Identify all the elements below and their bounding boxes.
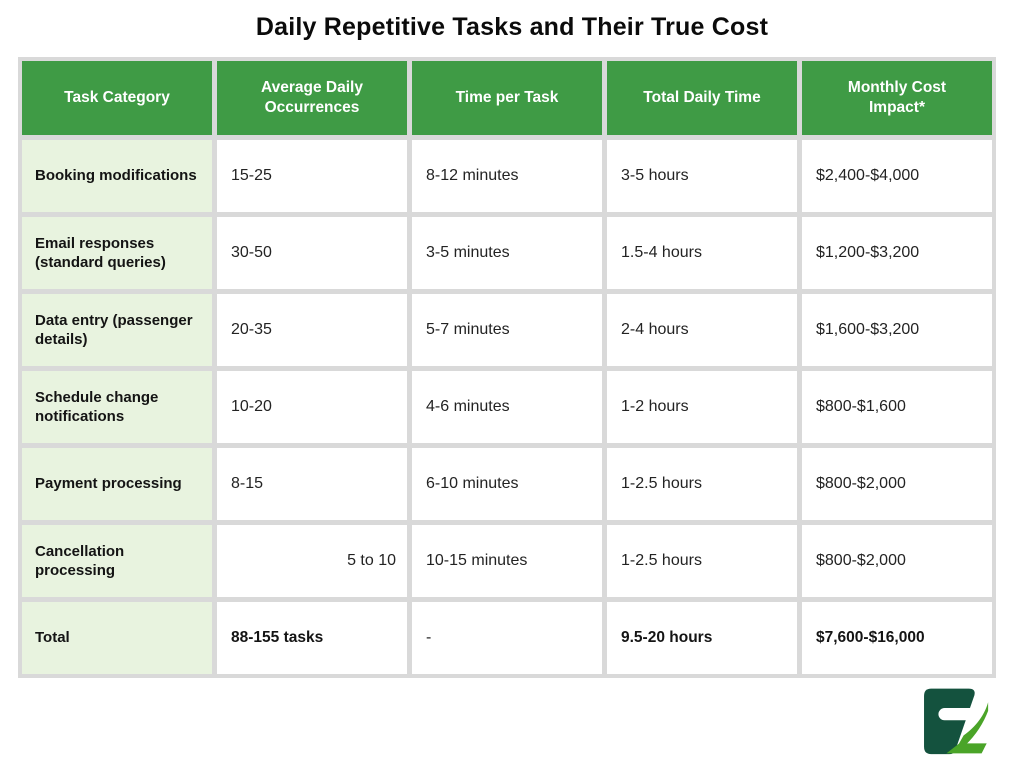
table-cell: 3-5 hours bbox=[607, 140, 797, 212]
total-daily-time: 9.5-20 hours bbox=[607, 602, 797, 674]
table-cell: 4-6 minutes bbox=[412, 371, 602, 443]
table-cell: $800-$2,000 bbox=[802, 448, 992, 520]
logo-f-slot bbox=[938, 708, 976, 721]
table-cell: 6-10 minutes bbox=[412, 448, 602, 520]
table-cell: 1-2.5 hours bbox=[607, 448, 797, 520]
header-cell-total-daily-time: Total Daily Time bbox=[607, 61, 797, 135]
logo-f-shape bbox=[924, 688, 975, 755]
cost-table: Task Category Average Daily Occurrences … bbox=[18, 57, 996, 678]
page-title: Daily Repetitive Tasks and Their True Co… bbox=[255, 13, 769, 41]
header-cell-task-category: Task Category bbox=[22, 61, 212, 135]
logo-z-bar bbox=[946, 743, 987, 754]
total-monthly-cost: $7,600-$16,000 bbox=[802, 602, 992, 674]
table-cell: 20-35 bbox=[217, 294, 407, 366]
row-category: Data entry (passenger details) bbox=[22, 294, 212, 366]
total-time-per-task: - bbox=[412, 602, 602, 674]
table-cell: 15-25 bbox=[217, 140, 407, 212]
table-cell: 2-4 hours bbox=[607, 294, 797, 366]
table-cell: 10-15 minutes bbox=[412, 525, 602, 597]
table-cell: $1,600-$3,200 bbox=[802, 294, 992, 366]
table-cell: $1,200-$3,200 bbox=[802, 217, 992, 289]
total-occurrences: 88-155 tasks bbox=[217, 602, 407, 674]
header-cell-monthly-cost-impact: Monthly Cost Impact* bbox=[802, 61, 992, 135]
table-cell: 5 to 10 bbox=[217, 525, 407, 597]
table-cell: $800-$1,600 bbox=[802, 371, 992, 443]
row-category: Schedule change notifications bbox=[22, 371, 212, 443]
brand-logo bbox=[924, 688, 989, 755]
row-category: Cancellation processing bbox=[22, 525, 212, 597]
table-cell: 8-12 minutes bbox=[412, 140, 602, 212]
table-cell: 1-2.5 hours bbox=[607, 525, 797, 597]
table-cell: 10-20 bbox=[217, 371, 407, 443]
header-cell-average-daily-occurrences: Average Daily Occurrences bbox=[217, 61, 407, 135]
row-category: Booking modifications bbox=[22, 140, 212, 212]
table-cell: 1-2 hours bbox=[607, 371, 797, 443]
table-cell: 5-7 minutes bbox=[412, 294, 602, 366]
table-cell: 3-5 minutes bbox=[412, 217, 602, 289]
table-cell: $800-$2,000 bbox=[802, 525, 992, 597]
row-category: Payment processing bbox=[22, 448, 212, 520]
header-cell-time-per-task: Time per Task bbox=[412, 61, 602, 135]
table-cell: 1.5-4 hours bbox=[607, 217, 797, 289]
total-row-label: Total bbox=[22, 602, 212, 674]
table-cell: 8-15 bbox=[217, 448, 407, 520]
table-cell: 30-50 bbox=[217, 217, 407, 289]
logo-z-shape bbox=[957, 702, 989, 746]
table-cell: $2,400-$4,000 bbox=[802, 140, 992, 212]
row-category: Email responses (standard queries) bbox=[22, 217, 212, 289]
